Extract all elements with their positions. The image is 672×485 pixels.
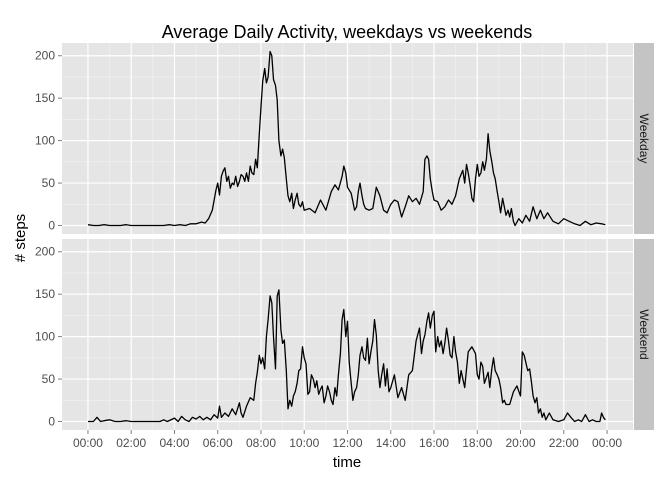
x-tick-label: 00:00: [592, 436, 622, 450]
y-tick-label: 150: [35, 91, 55, 105]
facet-strip: [634, 239, 654, 430]
x-tick-label: 18:00: [462, 436, 492, 450]
y-tick-label: 200: [35, 245, 55, 259]
x-tick-label: 10:00: [289, 436, 319, 450]
panel-weekend: 0 50 100 150 200 Weekend: [35, 239, 654, 430]
x-tick-label: 06:00: [203, 436, 233, 450]
chart-title: Average Daily Activity, weekdays vs week…: [162, 22, 533, 42]
y-axis-label: # steps: [12, 214, 29, 262]
x-axis: 00:00 02:00 04:00 06:00 08:00 10:00 12:00 14:00…: [73, 430, 622, 450]
x-tick-label: 00:00: [73, 436, 103, 450]
x-tick-label: 14:00: [376, 436, 406, 450]
x-tick-label: 12:00: [332, 436, 362, 450]
y-tick-label: 100: [35, 330, 55, 344]
facet-strip-label: Weekday: [637, 114, 651, 164]
y-tick-label: 150: [35, 287, 55, 301]
series-line-weekend: [88, 289, 606, 423]
y-tick-label: 50: [42, 372, 56, 386]
x-tick-label: 08:00: [246, 436, 276, 450]
x-tick-label: 04:00: [159, 436, 189, 450]
x-axis-label: time: [333, 454, 361, 471]
panel-weekday: 0 50 100 150 200 Weekday: [35, 43, 654, 234]
facet-strip-label: Weekend: [637, 309, 651, 359]
y-tick-label: 200: [35, 49, 55, 63]
y-tick-label: 0: [48, 219, 55, 233]
y-tick-label: 100: [35, 134, 55, 148]
y-tick-label: 0: [48, 415, 55, 429]
series-line-weekday: [87, 50, 606, 227]
facet-strip: [634, 43, 654, 234]
panels-layer: 0 50 100 150 200 Weekday 0 50 100 150 200 Weekend: [35, 43, 654, 430]
x-tick-label: 16:00: [419, 436, 449, 450]
y-tick-label: 50: [42, 176, 56, 190]
x-tick-label: 02:00: [116, 436, 146, 450]
x-tick-label: 22:00: [549, 436, 579, 450]
x-tick-label: 20:00: [506, 436, 536, 450]
